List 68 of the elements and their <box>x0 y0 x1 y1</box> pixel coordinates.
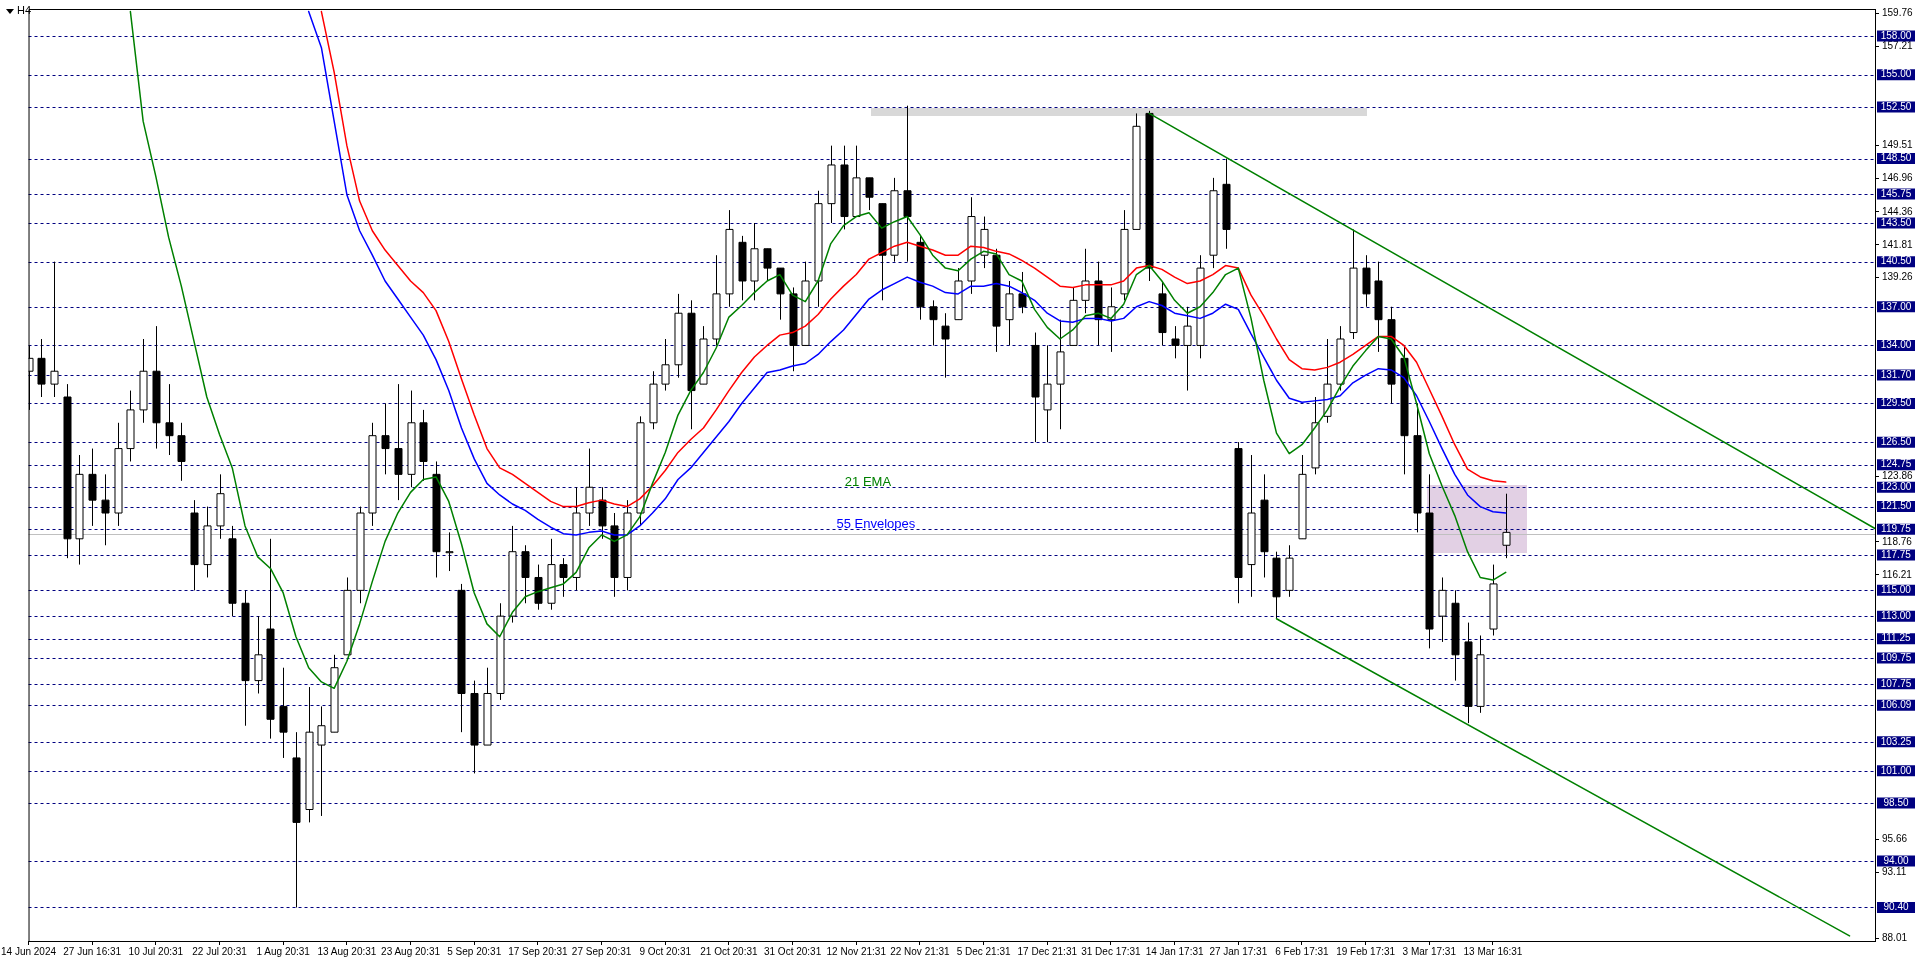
x-tick-label: 21 Oct 20:31 <box>700 945 758 957</box>
x-tick-label: 22 Jul 20:31 <box>192 945 248 957</box>
x-tick-label: 14 Jun 2024 <box>0 945 57 957</box>
ref-line-label: 106.09 <box>1880 698 1912 710</box>
ref-line-label: 101.00 <box>1880 764 1912 776</box>
x-tick-label: 1 Aug 20:31 <box>256 945 311 957</box>
y-tick-label: 95.66 <box>1882 833 1908 845</box>
y-tick-label: 93.11 <box>1882 866 1907 878</box>
ref-line-label: 148.50 <box>1880 152 1912 164</box>
ref-line-label: 143.50 <box>1880 216 1912 228</box>
ref-line-label: 134.00 <box>1880 339 1912 351</box>
x-tick-label: 31 Oct 20:31 <box>763 945 822 957</box>
ref-line-label: 137.00 <box>1880 300 1912 312</box>
x-tick-label: 13 Mar 16:31 <box>1463 945 1523 957</box>
y-tick-label: 146.96 <box>1882 172 1914 184</box>
ref-line-label: 126.50 <box>1880 435 1912 447</box>
x-tick-label: 5 Sep 20:31 <box>447 945 502 957</box>
ref-line-label: 117.75 <box>1881 548 1912 560</box>
x-tick-label: 17 Sep 20:31 <box>508 945 569 957</box>
text: 21 EMA <box>844 473 892 489</box>
ref-line-label: 113.00 <box>1881 609 1912 621</box>
ref-line-label: 155.00 <box>1880 68 1912 80</box>
ref-line-label: 123.00 <box>1880 481 1912 492</box>
y-tick-label: 157.21 <box>1882 40 1914 51</box>
ref-line-label: 124.75 <box>1880 458 1912 470</box>
x-tick-label: 19 Feb 17:31 <box>1336 945 1396 957</box>
x-tick-label: 14 Jan 17:31 <box>1145 945 1204 957</box>
ref-line-label: 98.50 <box>1883 796 1909 808</box>
x-tick-label: 12 Nov 21:31 <box>826 945 887 957</box>
ref-line-label: 131.70 <box>1880 368 1912 380</box>
ref-line-label: 90.40 <box>1883 901 1909 913</box>
ref-line-label: 119.75 <box>1881 522 1912 534</box>
x-tick-label: 27 Sep 20:31 <box>571 945 632 957</box>
y-tick-label: 141.81 <box>1882 238 1914 250</box>
ref-line-label: 109.75 <box>1880 651 1912 663</box>
x-tick-label: 27 Jan 17:31 <box>1209 945 1268 957</box>
ref-line-label: 140.50 <box>1880 255 1912 267</box>
x-tick-label: 22 Nov 21:31 <box>890 945 951 957</box>
y-tick-label: 144.36 <box>1882 205 1914 217</box>
x-tick-label: 9 Oct 20:31 <box>639 945 692 957</box>
ref-line-label: 145.75 <box>1880 187 1912 199</box>
ref-line-label: 152.50 <box>1880 100 1912 112</box>
chart-title: H4 <box>17 4 32 16</box>
y-tick-label: 123.86 <box>1882 469 1914 481</box>
ref-line-label: 115.00 <box>1881 584 1912 596</box>
text: 55 Envelopes <box>836 516 916 532</box>
x-tick-label: 3 Mar 17:31 <box>1402 945 1457 957</box>
x-tick-label: 10 Jul 20:31 <box>128 945 184 957</box>
x-tick-label: 17 Dec 21:31 <box>1017 945 1078 957</box>
x-tick-label: 31 Dec 17:31 <box>1081 945 1142 957</box>
x-tick-label: 27 Jun 16:31 <box>63 945 122 957</box>
ref-line-label: 103.25 <box>1880 735 1912 747</box>
ref-line-label: 111.25 <box>1881 632 1911 644</box>
ref-line-label: 129.50 <box>1880 397 1912 409</box>
x-tick-label: 6 Feb 17:31 <box>1275 945 1330 957</box>
ref-line-label: 121.50 <box>1880 500 1912 512</box>
x-tick-label: 13 Aug 20:31 <box>317 945 377 957</box>
y-tick-label: 139.26 <box>1882 271 1914 283</box>
y-tick-label: 159.76 <box>1882 7 1914 19</box>
ref-line-label: 107.75 <box>1880 677 1912 689</box>
x-tick-label: 23 Aug 20:31 <box>381 945 441 957</box>
y-tick-label: 149.51 <box>1882 139 1914 151</box>
x-tick-label: 5 Dec 21:31 <box>956 945 1011 957</box>
y-tick-label: 118.76 <box>1882 535 1913 547</box>
ref-line-label: 158.00 <box>1880 29 1912 41</box>
y-tick-label: 116.21 <box>1882 568 1913 580</box>
y-tick-label: 88.01 <box>1882 932 1908 944</box>
ref-line-label: 94.00 <box>1883 854 1909 866</box>
